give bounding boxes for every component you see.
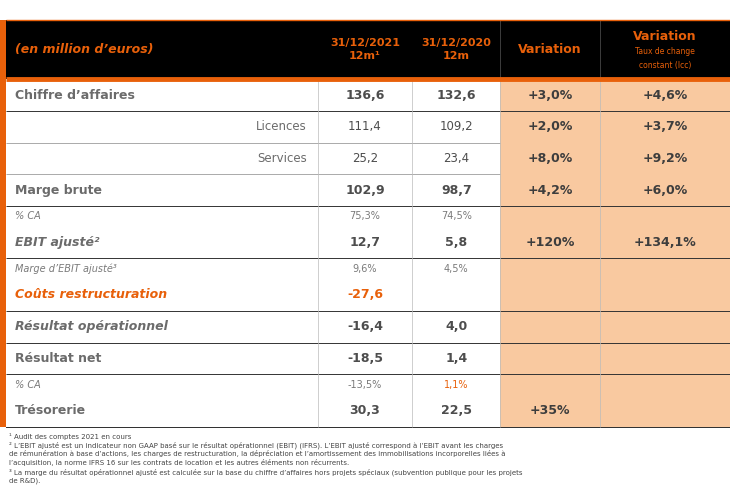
Text: ² L’EBIT ajusté est un indicateur non GAAP basé sur le résultat opérationnel (EB: ² L’EBIT ajusté est un indicateur non GA… <box>9 442 504 449</box>
Text: 31/12/2020
12m: 31/12/2020 12m <box>421 38 491 61</box>
Text: % CA: % CA <box>15 380 40 390</box>
Text: -18,5: -18,5 <box>347 352 383 365</box>
Text: Résultat opérationnel: Résultat opérationnel <box>15 320 167 333</box>
Text: +4,2%: +4,2% <box>527 184 573 197</box>
Bar <box>600 20 730 79</box>
Text: l’acquisition, la norme IFRS 16 sur les contrats de location et les autres éléme: l’acquisition, la norme IFRS 16 sur les … <box>9 459 350 466</box>
Text: Variation: Variation <box>518 43 582 56</box>
Text: +6,0%: +6,0% <box>642 184 688 197</box>
Text: -13,5%: -13,5% <box>348 380 382 390</box>
Text: 111,4: 111,4 <box>348 120 382 133</box>
Text: 136,6: 136,6 <box>345 89 385 101</box>
Text: Licences: Licences <box>255 120 307 133</box>
Text: -16,4: -16,4 <box>347 320 383 333</box>
Text: 4,0: 4,0 <box>445 320 467 333</box>
Text: -27,6: -27,6 <box>347 289 383 301</box>
Text: +8,0%: +8,0% <box>528 152 572 165</box>
Bar <box>6 20 318 79</box>
Text: Coûts restructuration: Coûts restructuration <box>15 289 166 301</box>
Text: 30,3: 30,3 <box>350 404 380 417</box>
Bar <box>318 20 412 79</box>
Text: 75,3%: 75,3% <box>350 211 380 221</box>
Text: +9,2%: +9,2% <box>642 152 688 165</box>
Text: % CA: % CA <box>15 211 40 221</box>
Text: Marge d’EBIT ajusté³: Marge d’EBIT ajusté³ <box>15 263 116 274</box>
Text: 22,5: 22,5 <box>441 404 472 417</box>
Text: (en million d’euros): (en million d’euros) <box>15 43 153 56</box>
Text: EBIT ajusté²: EBIT ajusté² <box>15 236 99 249</box>
Text: 98,7: 98,7 <box>441 184 472 197</box>
Text: +4,6%: +4,6% <box>642 89 688 101</box>
Text: 1,4: 1,4 <box>445 352 467 365</box>
Text: 109,2: 109,2 <box>439 120 473 133</box>
Text: 12,7: 12,7 <box>350 236 380 249</box>
Text: Marge brute: Marge brute <box>15 184 101 197</box>
Text: 25,2: 25,2 <box>352 152 378 165</box>
Text: de R&D).: de R&D). <box>9 477 41 484</box>
Text: +3,7%: +3,7% <box>642 120 688 133</box>
Text: Variation: Variation <box>633 30 697 43</box>
Text: +35%: +35% <box>530 404 570 417</box>
Text: Chiffre d’affaires: Chiffre d’affaires <box>15 89 134 101</box>
Text: +134,1%: +134,1% <box>634 236 696 249</box>
Text: +3,0%: +3,0% <box>528 89 572 101</box>
Text: ³ La marge du résultat opérationnel ajusté est calculée sur la base du chiffre d: ³ La marge du résultat opérationnel ajus… <box>9 468 523 476</box>
Text: 1,1%: 1,1% <box>444 380 469 390</box>
Text: 74,5%: 74,5% <box>441 211 472 221</box>
Text: 9,6%: 9,6% <box>353 264 377 274</box>
Text: 4,5%: 4,5% <box>444 264 469 274</box>
Text: +120%: +120% <box>526 236 575 249</box>
Bar <box>500 20 600 79</box>
Text: Trésorerie: Trésorerie <box>15 404 85 417</box>
Text: 132,6: 132,6 <box>437 89 476 101</box>
Bar <box>412 20 500 79</box>
Text: Taux de change: Taux de change <box>635 48 695 56</box>
Text: 23,4: 23,4 <box>443 152 469 165</box>
Text: constant (lcc): constant (lcc) <box>639 60 691 69</box>
Bar <box>500 79 600 427</box>
Text: 31/12/2021
12m¹: 31/12/2021 12m¹ <box>330 38 400 61</box>
Text: +2,0%: +2,0% <box>527 120 573 133</box>
Bar <box>600 79 730 427</box>
Text: Résultat net: Résultat net <box>15 352 101 365</box>
Text: 102,9: 102,9 <box>345 184 385 197</box>
Text: 5,8: 5,8 <box>445 236 467 249</box>
Text: de rémunération à base d’actions, les charges de restructuration, la dépréciatio: de rémunération à base d’actions, les ch… <box>9 450 506 457</box>
Bar <box>0 20 6 427</box>
Text: Services: Services <box>257 152 307 165</box>
Text: ¹ Audit des comptes 2021 en cours: ¹ Audit des comptes 2021 en cours <box>9 433 132 440</box>
